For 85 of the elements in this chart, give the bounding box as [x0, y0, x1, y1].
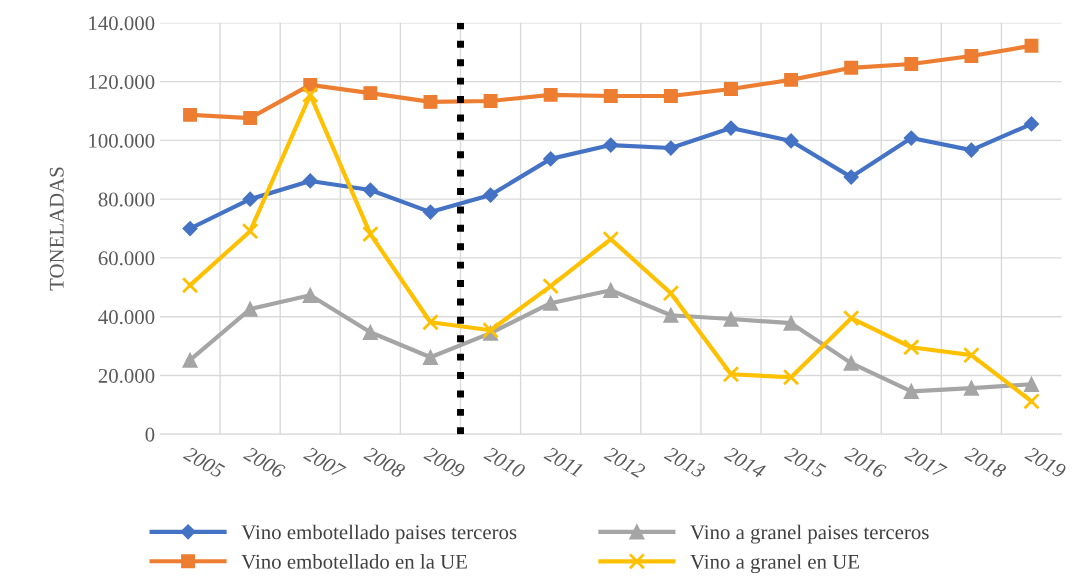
- point: [301, 86, 319, 104]
- point: [241, 222, 259, 240]
- point: [422, 349, 439, 365]
- x-tick-label: 2016: [843, 445, 887, 479]
- point: [243, 111, 258, 126]
- x-tick-label: 2017: [903, 445, 948, 480]
- point: [543, 87, 558, 102]
- point: [602, 230, 620, 248]
- x-tick-label: 2007: [302, 445, 347, 480]
- point: [543, 295, 559, 311]
- point: [483, 94, 498, 108]
- point: [302, 173, 318, 189]
- point: [603, 89, 618, 103]
- point: [903, 130, 919, 146]
- point: [722, 365, 740, 383]
- point: [482, 187, 499, 203]
- point: [603, 137, 619, 153]
- point: [603, 282, 619, 298]
- point: [422, 204, 439, 220]
- point: [362, 182, 378, 198]
- x-tick-label: 2009: [423, 445, 466, 479]
- point: [1023, 116, 1040, 132]
- point: [783, 133, 799, 149]
- y-tick-label: 0: [145, 427, 155, 442]
- point: [363, 86, 378, 101]
- point: [242, 301, 258, 317]
- y-tick-label: 100.000: [89, 133, 155, 148]
- point: [963, 346, 980, 364]
- point: [964, 49, 979, 64]
- x-tick-label: 2012: [603, 445, 647, 479]
- point: [663, 89, 678, 103]
- y-tick-label: 60.000: [98, 251, 155, 266]
- point: [181, 276, 199, 294]
- point: [543, 151, 559, 167]
- point: [1024, 38, 1039, 53]
- x-tick-label: 2014: [723, 445, 767, 479]
- point: [1023, 392, 1040, 410]
- point: [183, 107, 197, 122]
- point: [542, 277, 559, 295]
- x-tick-label: 2018: [964, 445, 1007, 479]
- point: [904, 57, 919, 71]
- legend-label: Vino embotellado paises terceros: [241, 524, 517, 544]
- point: [843, 169, 859, 185]
- y-tick-label: 120.000: [89, 75, 155, 90]
- x-tick-label: 2019: [1024, 445, 1067, 479]
- point: [242, 191, 258, 207]
- point: [1023, 376, 1040, 392]
- x-tick-label: 2006: [242, 445, 286, 479]
- point: [423, 94, 438, 109]
- point: [844, 60, 859, 75]
- point: [723, 120, 739, 136]
- point: [724, 82, 738, 96]
- y-tick-label: 20.000: [98, 368, 155, 383]
- point: [663, 140, 679, 156]
- point: [362, 225, 379, 243]
- point: [362, 324, 378, 340]
- y-tick-label: 140.000: [89, 16, 155, 31]
- y-tick-label: 40.000: [98, 310, 155, 325]
- legend-label: Vino a granel en UE: [690, 554, 859, 574]
- x-tick-label: 2015: [783, 445, 827, 479]
- y-tick-label: 80.000: [98, 192, 155, 207]
- point: [902, 338, 920, 356]
- point: [182, 220, 198, 237]
- point: [963, 380, 980, 396]
- point: [963, 142, 979, 158]
- x-tick-label: 2013: [663, 445, 707, 479]
- legend-label: Vino embotellado en la UE: [241, 554, 467, 569]
- x-tick-label: 2011: [543, 445, 584, 477]
- x-tick-label: 2010: [483, 445, 527, 479]
- y-axis-title: TONELADAS: [49, 167, 64, 291]
- x-tick-label: 2005: [182, 445, 226, 479]
- point: [723, 311, 739, 327]
- point: [182, 352, 198, 368]
- point: [422, 313, 439, 331]
- point: [784, 72, 799, 87]
- point: [842, 309, 860, 327]
- point: [903, 383, 919, 399]
- point: [843, 355, 859, 371]
- point: [782, 368, 800, 386]
- point: [783, 315, 799, 331]
- point: [302, 287, 318, 303]
- point: [663, 307, 679, 323]
- legend-label: Vino a granel paises terceros: [690, 524, 929, 544]
- x-tick-label: 2008: [363, 445, 406, 479]
- point: [662, 284, 680, 302]
